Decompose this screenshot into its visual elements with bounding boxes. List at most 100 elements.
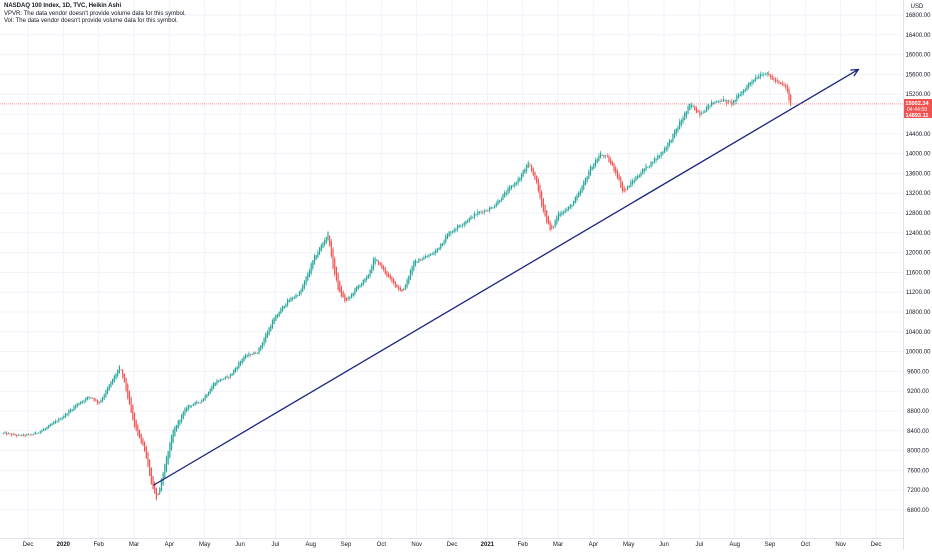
- candle-body: [307, 273, 309, 281]
- candle-body: [204, 395, 206, 400]
- candle-body: [460, 225, 462, 227]
- candle-body: [133, 412, 136, 427]
- candle-body: [472, 217, 474, 219]
- candle-body: [66, 413, 68, 416]
- candle-body: [43, 428, 45, 432]
- candle-body: [721, 101, 723, 102]
- candle-body: [122, 369, 124, 378]
- candle-body: [502, 193, 504, 201]
- candle-body: [530, 165, 533, 171]
- candle-body: [12, 434, 14, 435]
- price-axis-unit: USD: [911, 4, 924, 10]
- candle-body: [298, 291, 300, 296]
- candle-body: [428, 254, 430, 257]
- candle-body: [69, 409, 72, 413]
- candle-body: [512, 185, 514, 188]
- price-tick-label: 6800.00: [907, 508, 929, 514]
- candle-body: [391, 276, 393, 282]
- price-tick-label: 12000.00: [905, 251, 931, 257]
- candle-body: [83, 400, 85, 403]
- candle-body: [19, 434, 21, 436]
- candle-body: [9, 433, 11, 435]
- candle-body: [606, 155, 608, 157]
- trendline[interactable]: [153, 68, 859, 486]
- candle-body: [495, 203, 497, 207]
- candle-body: [680, 119, 682, 126]
- candle-body: [714, 101, 716, 104]
- candle-body: [196, 401, 198, 404]
- candle-body: [4, 432, 6, 434]
- candle-body: [418, 258, 420, 263]
- candle-body: [520, 173, 523, 180]
- candle-body: [266, 331, 269, 338]
- candle-body: [177, 420, 179, 429]
- candle-body: [742, 89, 745, 94]
- time-tick-label: Mar: [129, 542, 139, 548]
- candle-body: [295, 294, 297, 298]
- candle-body: [317, 251, 319, 258]
- candle-body: [175, 424, 178, 432]
- candle-body: [73, 406, 75, 411]
- candle-body: [413, 260, 415, 271]
- candle-body: [325, 236, 327, 243]
- time-tick-label: Mar: [553, 542, 563, 548]
- candle-body: [699, 111, 701, 116]
- candle-body: [499, 200, 501, 203]
- candle-body: [776, 80, 778, 82]
- candle-body: [778, 80, 780, 84]
- candle-body: [515, 182, 518, 185]
- candle-body: [283, 305, 285, 309]
- candle-body: [532, 168, 534, 176]
- candle-body: [736, 95, 738, 101]
- candle-body: [737, 94, 740, 99]
- candle-body: [493, 205, 496, 208]
- time-tick-label: May: [623, 542, 634, 548]
- candle-body: [605, 155, 607, 157]
- candle-body: [96, 400, 99, 404]
- candle-body: [293, 296, 295, 299]
- candle-body: [527, 162, 529, 169]
- candle-body: [613, 163, 615, 172]
- price-tick-label: 13600.00: [905, 171, 931, 177]
- candle-body: [652, 162, 654, 164]
- candle-body: [534, 171, 536, 180]
- candle-body: [448, 231, 450, 237]
- candle-body: [34, 431, 36, 435]
- candle-body: [241, 358, 243, 364]
- candle-body: [593, 163, 595, 169]
- candle-body: [500, 198, 502, 202]
- candle-body: [562, 211, 565, 214]
- candle-body: [544, 205, 546, 216]
- last-price-label-bg: [904, 98, 932, 118]
- candle-body: [739, 94, 741, 97]
- candle-body: [155, 487, 157, 500]
- candle-body: [152, 475, 154, 490]
- candle-body: [485, 210, 487, 212]
- time-tick-label: Jun: [659, 542, 669, 548]
- candle-body: [539, 185, 541, 198]
- candle-body: [381, 263, 383, 269]
- candle-body: [689, 103, 691, 111]
- candle-body: [504, 192, 506, 198]
- time-tick-label: Dec: [871, 542, 882, 548]
- candle-body: [265, 334, 267, 342]
- candle-body: [218, 380, 220, 383]
- candle-body: [369, 269, 371, 277]
- candle-body: [270, 325, 272, 332]
- candle-body: [709, 105, 711, 107]
- candle-body: [744, 89, 746, 92]
- candle-body: [132, 405, 134, 420]
- candle-body: [438, 247, 440, 251]
- candle-body: [416, 262, 418, 263]
- candle-body: [549, 220, 551, 231]
- candle-body: [697, 110, 699, 113]
- candle-body: [46, 426, 48, 430]
- candle-body: [275, 314, 277, 321]
- candle-body: [202, 398, 205, 402]
- candle-body: [754, 77, 756, 82]
- price-tick-label: 14000.00: [905, 152, 931, 158]
- candle-body: [85, 398, 87, 402]
- candle-body: [773, 77, 775, 80]
